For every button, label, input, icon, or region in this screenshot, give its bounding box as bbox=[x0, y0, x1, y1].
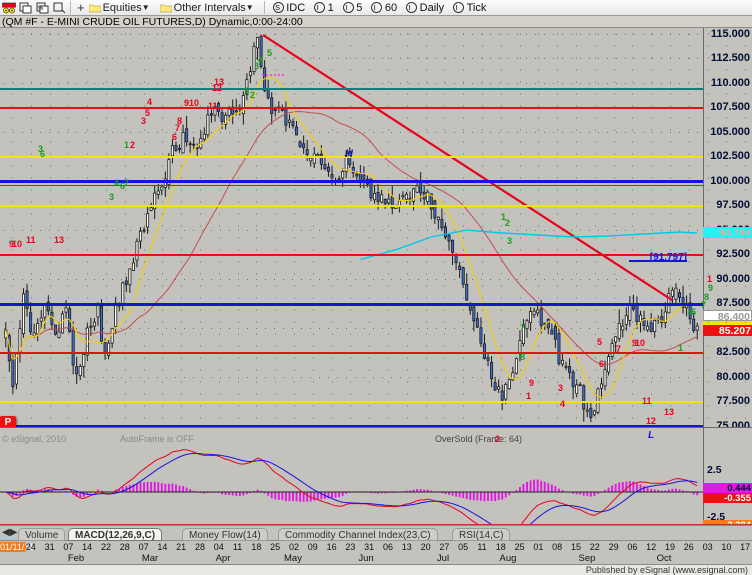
svg-text:I: I bbox=[456, 5, 458, 12]
svg-text:%: % bbox=[38, 6, 44, 12]
svg-text:I: I bbox=[317, 5, 319, 12]
svg-text:I: I bbox=[409, 5, 411, 12]
svg-text:I: I bbox=[374, 5, 376, 12]
svg-text:S: S bbox=[275, 5, 280, 12]
svg-text:I: I bbox=[346, 5, 348, 12]
